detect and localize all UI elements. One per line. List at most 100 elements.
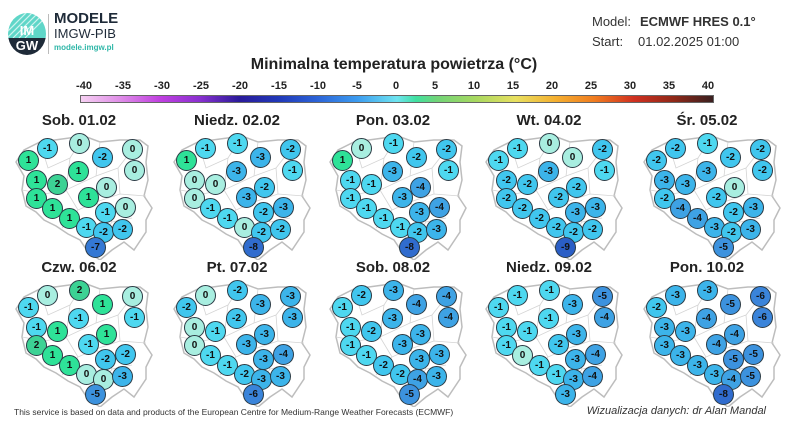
- station-temperature-marker: 0: [205, 174, 226, 195]
- station-temperature-marker: -2: [270, 219, 291, 240]
- station-temperature-marker: -9: [555, 237, 576, 258]
- day-map-panel: Niedz. 09.02 -1 -1 -1 -3 -5 -4 -1 -1 -1 -3 -1 -2 0 -3-…: [470, 257, 628, 407]
- station-temperature-marker: -3: [670, 345, 691, 366]
- station-temperature-marker: -1: [205, 321, 226, 342]
- brand-subtitle: IMGW-PIB: [54, 26, 116, 41]
- station-temperature-marker: 1: [47, 321, 68, 342]
- station-temperature-marker: -4: [438, 307, 459, 328]
- day-label: Niedz. 02.02: [194, 112, 280, 129]
- station-temperature-marker: -1: [507, 285, 528, 306]
- station-temperature-marker: -3: [426, 366, 447, 387]
- station-temperature-marker: -3: [392, 334, 413, 355]
- station-temperature-marker: -2: [176, 297, 197, 318]
- colorbar-tick-label: 40: [701, 80, 715, 92]
- station-temperature-marker: 0: [184, 170, 205, 191]
- station-temperature-marker: -3: [675, 174, 696, 195]
- station-temperature-marker: 1: [26, 188, 47, 209]
- station-temperature-marker: -2: [373, 355, 394, 376]
- day-map-panel: Pon. 03.02 1 0 -1 -2 -2 -1 -3 -1 -1 -4 -1 -3 -1 -3 -4 -1…: [314, 110, 472, 260]
- station-temperature-marker: -3: [565, 202, 586, 223]
- station-temperature-marker: -2: [517, 174, 538, 195]
- station-temperature-marker: 0: [195, 285, 216, 306]
- station-temperature-marker: -4: [696, 308, 717, 329]
- station-temperature-marker: -2: [280, 139, 301, 160]
- station-temperature-marker: -3: [270, 366, 291, 387]
- station-temperature-marker: 0: [122, 139, 143, 160]
- colorbar-tick-label: -30: [154, 80, 170, 92]
- station-temperature-marker: -4: [410, 177, 431, 198]
- day-map-panel: Czw. 06.02 -1 0 2 1 0 -1 -1 -1 1 1 2 -1 1 -2 -2 1 0 0 -3 -5: [0, 257, 158, 407]
- station-temperature-marker: -7: [85, 237, 106, 258]
- station-temperature-marker: -3: [250, 294, 271, 315]
- station-temperature-marker: -3: [429, 344, 450, 365]
- svg-text:GW: GW: [16, 38, 39, 53]
- colorbar-tick-label: 25: [584, 80, 598, 92]
- station-temperature-marker: -5: [740, 366, 761, 387]
- station-temperature-marker: -2: [750, 139, 771, 160]
- station-temperature-marker: -2: [548, 334, 569, 355]
- station-temperature-marker: 1: [42, 345, 63, 366]
- station-temperature-marker: 2: [69, 280, 90, 301]
- station-temperature-marker: -1: [361, 174, 382, 195]
- station-temperature-marker: -1: [507, 138, 528, 159]
- day-map-panel: Śr. 05.02 -2 -2 -1 -2 -2 -2 -3 -3 -3 0 -2 -2 -4 -2 -3 -4…: [628, 110, 786, 260]
- colorbar: [80, 95, 714, 103]
- station-temperature-marker: 1: [96, 324, 117, 345]
- station-temperature-marker: -2: [752, 160, 773, 181]
- station-temperature-marker: -3: [382, 308, 403, 329]
- station-temperature-marker: 0: [122, 286, 143, 307]
- station-temperature-marker: -3: [236, 334, 257, 355]
- station-temperature-marker: -3: [555, 384, 576, 405]
- station-temperature-marker: -3: [253, 349, 274, 370]
- station-temperature-marker: -2: [227, 280, 248, 301]
- station-temperature-marker: -3: [273, 197, 294, 218]
- day-map-panel: Wt. 04.02 -1 -1 0 0 -2 -1 -3 -2 -2 -2 -2 -2 -2 -3 -3 -2-…: [470, 110, 628, 260]
- station-temperature-marker: -1: [594, 160, 615, 181]
- station-temperature-marker: -2: [529, 208, 550, 229]
- model-label: Model:: [592, 14, 632, 29]
- station-temperature-marker: -5: [592, 286, 613, 307]
- station-temperature-marker: -4: [706, 334, 727, 355]
- station-temperature-marker: 0: [96, 177, 117, 198]
- station-temperature-marker: 0: [512, 345, 533, 366]
- day-map-panel: Pt. 07.02 -2 0 -2 -3 -3 -3 -2 0 -1 -3 0 -3 -1 -3 -4 -1 -2…: [158, 257, 316, 407]
- station-temperature-marker: -3: [426, 219, 447, 240]
- station-temperature-marker: -3: [236, 187, 257, 208]
- station-temperature-marker: 0: [562, 147, 583, 168]
- station-temperature-marker: -2: [436, 139, 457, 160]
- station-temperature-marker: 1: [332, 150, 353, 171]
- station-temperature-marker: -1: [438, 160, 459, 181]
- day-label: Niedz. 09.02: [506, 259, 592, 276]
- station-temperature-marker: -2: [95, 349, 116, 370]
- station-temperature-marker: -2: [646, 297, 667, 318]
- station-temperature-marker: -2: [115, 344, 136, 365]
- station-temperature-marker: -1: [18, 297, 39, 318]
- station-temperature-marker: -2: [390, 364, 411, 385]
- attribution-text: This service is based on data and produc…: [14, 407, 454, 417]
- station-temperature-marker: -3: [250, 147, 271, 168]
- station-temperature-marker: -3: [280, 286, 301, 307]
- station-temperature-marker: -2: [253, 202, 274, 223]
- start-label: Start:: [592, 34, 624, 49]
- station-temperature-marker: -3: [410, 324, 431, 345]
- brand-url-link[interactable]: modele.imgw.pl: [54, 43, 114, 52]
- station-temperature-marker: -4: [585, 344, 606, 365]
- day-label: Wt. 04.02: [516, 112, 582, 129]
- colorbar-tick-label: -25: [193, 80, 209, 92]
- day-label: Śr. 05.02: [676, 112, 738, 129]
- station-temperature-marker: 1: [78, 187, 99, 208]
- station-temperature-marker: -1: [37, 138, 58, 159]
- station-temperature-marker: -4: [724, 324, 745, 345]
- station-temperature-marker: -3: [665, 285, 686, 306]
- model-value: ECMWF HRES 0.1°: [640, 14, 756, 29]
- station-temperature-marker: -3: [254, 324, 275, 345]
- station-temperature-marker: 1: [68, 161, 89, 182]
- station-temperature-marker: -4: [273, 344, 294, 365]
- station-temperature-marker: -1: [496, 335, 517, 356]
- station-temperature-marker: -2: [512, 198, 533, 219]
- station-temperature-marker: -8: [713, 384, 734, 405]
- brand-title: MODELE: [54, 10, 119, 27]
- station-temperature-marker: -3: [562, 294, 583, 315]
- station-temperature-marker: -4: [436, 286, 457, 307]
- colorbar-labels: -40 -35 -30 -25 -20 -15 -10 -5 0 5 10 15 20 25 30 35 40: [0, 80, 788, 94]
